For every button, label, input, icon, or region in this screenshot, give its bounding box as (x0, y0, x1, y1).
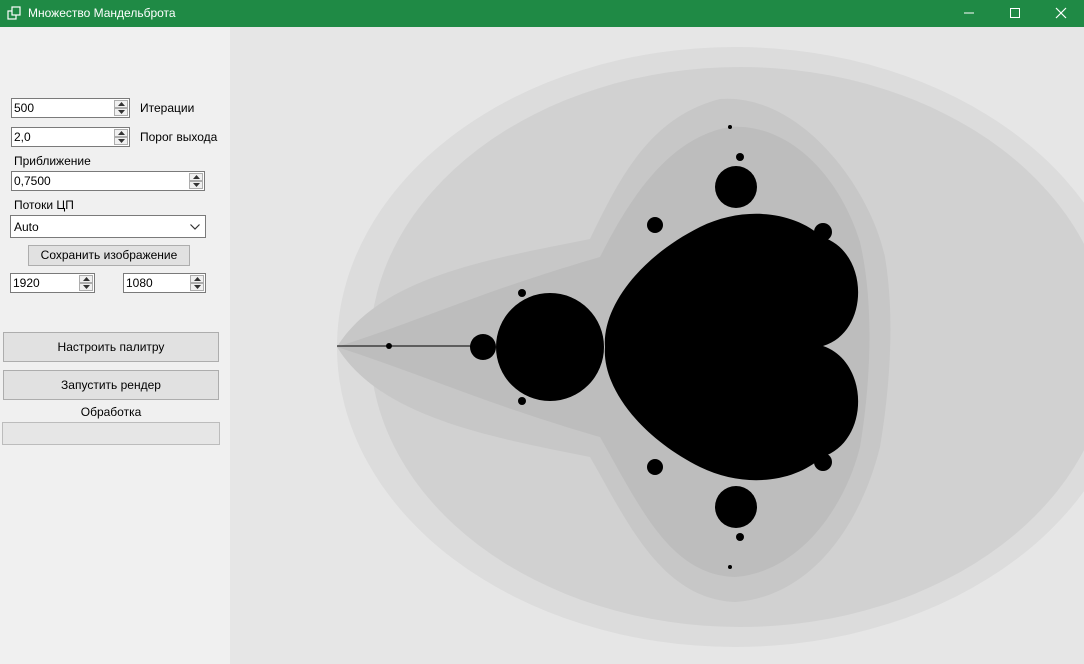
zoom-down-button[interactable] (189, 181, 203, 189)
width-value[interactable]: 1920 (13, 276, 40, 290)
escape-up-button[interactable] (114, 129, 128, 137)
iterations-up-button[interactable] (114, 100, 128, 108)
close-button[interactable] (1038, 0, 1084, 27)
progress-bar (2, 422, 220, 445)
mandelbrot-image (230, 27, 1084, 664)
arrow-down-icon (118, 139, 125, 143)
width-down-button[interactable] (79, 283, 93, 291)
zoom-stepper[interactable]: 0,7500 (11, 171, 205, 191)
zoom-label: Приближение (14, 154, 91, 168)
maximize-button[interactable] (992, 0, 1038, 27)
escape-down-button[interactable] (114, 137, 128, 145)
app-icon (7, 6, 21, 20)
height-stepper[interactable]: 1080 (123, 273, 206, 293)
arrow-up-icon (118, 102, 125, 106)
save-image-button[interactable]: Сохранить изображение (28, 245, 190, 266)
arrow-down-icon (83, 285, 90, 289)
threads-label: Потоки ЦП (14, 198, 74, 212)
arrow-up-icon (118, 131, 125, 135)
iterations-stepper[interactable]: 500 (11, 98, 130, 118)
chevron-down-icon (190, 224, 200, 230)
arrow-up-icon (194, 277, 201, 281)
close-icon (1055, 7, 1067, 19)
arrow-down-icon (194, 285, 201, 289)
height-down-button[interactable] (190, 283, 204, 291)
iterations-label: Итерации (140, 101, 195, 115)
iterations-down-button[interactable] (114, 108, 128, 116)
width-up-button[interactable] (79, 275, 93, 283)
zoom-value[interactable]: 0,7500 (14, 174, 51, 188)
maximize-icon (1010, 8, 1020, 18)
arrow-up-icon (83, 277, 90, 281)
arrow-down-icon (193, 183, 200, 187)
status-label: Обработка (80, 405, 142, 419)
arrow-down-icon (118, 110, 125, 114)
arrow-up-icon (193, 175, 200, 179)
title-bar: Множество Мандельброта (0, 0, 1084, 27)
threads-value: Auto (14, 220, 39, 234)
height-up-button[interactable] (190, 275, 204, 283)
minimize-icon (964, 12, 974, 14)
escape-label: Порог выхода (140, 130, 218, 144)
palette-button[interactable]: Настроить палитру (3, 332, 219, 362)
threads-select[interactable]: Auto (10, 215, 206, 238)
minimize-button[interactable] (946, 0, 992, 27)
window-title: Множество Мандельброта (28, 6, 176, 20)
escape-value[interactable]: 2,0 (14, 130, 31, 144)
iterations-value[interactable]: 500 (14, 101, 35, 115)
height-value[interactable]: 1080 (126, 276, 153, 290)
escape-stepper[interactable]: 2,0 (11, 127, 130, 147)
render-button[interactable]: Запустить рендер (3, 370, 219, 400)
width-stepper[interactable]: 1920 (10, 273, 95, 293)
zoom-up-button[interactable] (189, 173, 203, 181)
render-canvas[interactable] (230, 27, 1084, 664)
